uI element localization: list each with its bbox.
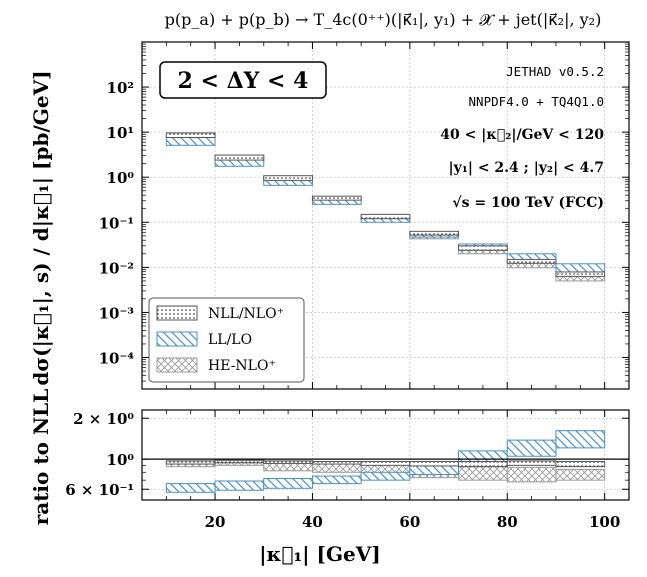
x-tick-label: 100 (589, 513, 620, 531)
legend-label-ll: LL/LO (208, 332, 252, 348)
ratio-band-bin-dots (506, 460, 557, 466)
annotation-pdf: NNPDF4.0 + TQ4Q1.0 (469, 94, 604, 109)
band-bin-dots (263, 175, 313, 181)
ratio-panel-bands (165, 430, 606, 493)
annotation-jethad: JETHAD v0.5.2 (506, 64, 604, 79)
legend-label-he: HE-NLO⁺ (208, 358, 276, 374)
y-tick-label-top: 10⁰ (107, 169, 135, 187)
y-tick-label-top: 10⁻⁴ (99, 349, 135, 367)
y-tick-label-bottom: 10⁰ (107, 451, 135, 469)
ratio-band-bin-dots (214, 459, 265, 464)
band-bin-dots (506, 258, 557, 264)
range-box-label: 2 < ΔY < 4 (178, 68, 309, 94)
y-tick-label-top: 10⁻¹ (99, 214, 134, 232)
ratio-band-bin-diagonal (311, 475, 362, 485)
ratio-band-bin-crosshatch (555, 468, 606, 481)
ratio-band-bin-diagonal (409, 465, 460, 476)
band-bin-dots (555, 271, 606, 277)
band-bin-dots (360, 213, 411, 220)
x-tick-label: 40 (302, 513, 323, 531)
y-tick-label-top: 10² (107, 79, 134, 97)
x-axis-label: |κ⃗₁| [GeV] (259, 542, 381, 566)
legend-swatch-nll (156, 305, 198, 321)
data-bands (165, 132, 606, 493)
legend-swatch-ll (156, 331, 198, 347)
ratio-band-bin-dots (555, 461, 606, 468)
ratio-band-bin-dots (409, 461, 460, 467)
annotation-energy: √s = 100 TeV (FCC) (452, 195, 604, 211)
band-bin-dots (311, 195, 362, 201)
legend: NLL/NLO⁺ LL/LO HE-NLO⁺ (148, 297, 305, 383)
top-panel-bands (165, 132, 606, 282)
band-bin-dots (409, 230, 460, 236)
ratio-band-bin-diagonal (506, 439, 557, 457)
legend-swatch-he (156, 357, 198, 373)
ratio-band-bin-diagonal (165, 483, 216, 493)
band-bin-dots (214, 154, 265, 161)
chart-title: p(p_a) + p(p_b) → T_4c(0⁺⁺)(|κ⃗₁|, y₁) +… (165, 10, 602, 29)
ratio-band-bin-dots (458, 461, 508, 468)
y-tick-label-bottom: 2 × 10⁰ (73, 410, 134, 428)
band-bin-dots (165, 132, 216, 139)
annotation-kappa2-range: 40 < |κ⃗₂|/GeV < 120 (440, 127, 604, 143)
ratio-band-bin-diagonal (360, 471, 411, 481)
ratio-band-bin-dots (165, 460, 216, 465)
y-axis-label-bottom: ratio to NLL (29, 389, 53, 526)
axis-ticks: 20 40 60 80 100 10⁻⁴ 10⁻³ 10⁻² 10⁻¹ 10⁰ 10¹ 10² 6 × … (65, 42, 630, 531)
range-box (159, 61, 327, 99)
ratio-band-bin-diagonal (214, 480, 265, 491)
ratio-band-bin-diagonal (263, 477, 313, 489)
x-tick-label: 20 (205, 513, 226, 531)
ratio-band-bin-diagonal (555, 430, 606, 449)
y-axis-label-top: dσ(|κ⃗₁|, s) / d|κ⃗₁| [pb/GeV] (29, 70, 53, 385)
ratio-band-bin-crosshatch (506, 466, 557, 483)
ratio-band-bin-dots (360, 461, 411, 466)
band-bin-dots (458, 245, 508, 251)
legend-label-nll: NLL/NLO⁺ (208, 306, 284, 322)
annotation-rapidity: |y₁| < 2.4 ; |y₂| < 4.7 (449, 160, 605, 176)
y-tick-label-top: 10⁻² (99, 259, 134, 277)
y-tick-label-top: 10¹ (107, 124, 134, 142)
y-tick-label-bottom: 6 × 10⁻¹ (65, 481, 134, 499)
y-tick-label-top: 10⁻³ (99, 304, 134, 322)
x-tick-label: 60 (399, 513, 420, 531)
ratio-band-bin-dots (263, 460, 313, 464)
x-tick-label: 80 (497, 513, 518, 531)
ratio-band-bin-dots (311, 461, 362, 465)
ratio-band-bin-crosshatch (458, 466, 508, 481)
band-bin-diagonal (555, 263, 606, 273)
band-bin-diagonal (165, 137, 216, 146)
